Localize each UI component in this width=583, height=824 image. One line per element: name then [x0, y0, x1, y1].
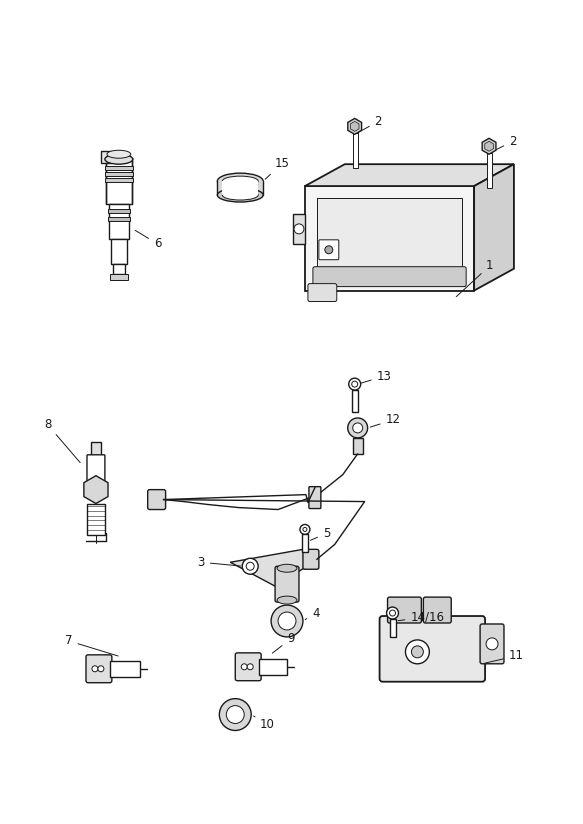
- FancyBboxPatch shape: [222, 181, 258, 195]
- Circle shape: [246, 562, 254, 570]
- FancyBboxPatch shape: [480, 624, 504, 664]
- Text: 15: 15: [265, 157, 290, 179]
- Text: 7: 7: [65, 634, 118, 656]
- Text: 12: 12: [370, 414, 401, 427]
- FancyBboxPatch shape: [309, 487, 321, 508]
- FancyBboxPatch shape: [303, 550, 319, 569]
- Circle shape: [226, 705, 244, 723]
- FancyBboxPatch shape: [108, 209, 130, 213]
- Circle shape: [349, 378, 361, 390]
- FancyBboxPatch shape: [259, 659, 287, 675]
- FancyBboxPatch shape: [110, 661, 140, 677]
- FancyBboxPatch shape: [113, 264, 125, 274]
- FancyBboxPatch shape: [109, 204, 129, 239]
- Ellipse shape: [217, 188, 263, 202]
- Polygon shape: [101, 152, 111, 163]
- FancyBboxPatch shape: [353, 133, 358, 168]
- Ellipse shape: [217, 173, 263, 189]
- Circle shape: [241, 664, 247, 670]
- FancyBboxPatch shape: [105, 166, 133, 171]
- Circle shape: [352, 382, 358, 387]
- Text: 8: 8: [44, 419, 80, 462]
- Circle shape: [278, 612, 296, 630]
- Circle shape: [325, 246, 333, 254]
- FancyBboxPatch shape: [302, 535, 308, 552]
- Circle shape: [303, 527, 307, 531]
- FancyBboxPatch shape: [106, 158, 132, 204]
- Ellipse shape: [277, 564, 297, 572]
- FancyBboxPatch shape: [111, 239, 127, 264]
- Polygon shape: [305, 186, 474, 291]
- Ellipse shape: [277, 596, 297, 604]
- Circle shape: [92, 666, 98, 672]
- FancyBboxPatch shape: [105, 178, 133, 182]
- FancyBboxPatch shape: [313, 267, 466, 287]
- FancyBboxPatch shape: [147, 489, 166, 509]
- FancyBboxPatch shape: [275, 566, 299, 602]
- Polygon shape: [350, 121, 359, 131]
- Circle shape: [294, 224, 304, 234]
- Ellipse shape: [222, 176, 258, 186]
- FancyBboxPatch shape: [317, 198, 462, 279]
- Text: 1: 1: [456, 260, 494, 297]
- Circle shape: [219, 699, 251, 730]
- Polygon shape: [348, 119, 361, 134]
- FancyBboxPatch shape: [91, 442, 101, 456]
- FancyBboxPatch shape: [87, 455, 105, 482]
- FancyBboxPatch shape: [86, 655, 112, 683]
- Text: 14/16: 14/16: [398, 611, 444, 624]
- FancyBboxPatch shape: [319, 240, 339, 260]
- Ellipse shape: [107, 150, 131, 158]
- FancyBboxPatch shape: [217, 181, 263, 195]
- Polygon shape: [482, 138, 496, 154]
- Polygon shape: [474, 164, 514, 291]
- FancyBboxPatch shape: [308, 283, 337, 302]
- Ellipse shape: [222, 190, 258, 200]
- FancyBboxPatch shape: [236, 653, 261, 681]
- FancyBboxPatch shape: [389, 619, 395, 637]
- FancyBboxPatch shape: [105, 172, 133, 176]
- Circle shape: [347, 418, 368, 438]
- Polygon shape: [230, 550, 307, 586]
- Polygon shape: [84, 475, 108, 503]
- Text: 13: 13: [360, 370, 391, 383]
- FancyBboxPatch shape: [352, 390, 358, 412]
- Polygon shape: [293, 214, 305, 244]
- Circle shape: [486, 638, 498, 650]
- Circle shape: [387, 607, 399, 619]
- FancyBboxPatch shape: [388, 597, 422, 623]
- Polygon shape: [305, 164, 514, 186]
- FancyBboxPatch shape: [108, 217, 130, 221]
- Text: 4: 4: [305, 606, 319, 620]
- Text: 6: 6: [135, 231, 161, 250]
- Circle shape: [405, 640, 429, 664]
- Circle shape: [98, 666, 104, 672]
- Circle shape: [412, 646, 423, 658]
- FancyBboxPatch shape: [110, 274, 128, 279]
- Text: 10: 10: [254, 716, 275, 731]
- Text: 9: 9: [272, 632, 294, 653]
- Text: 5: 5: [311, 527, 330, 541]
- Circle shape: [247, 664, 253, 670]
- Circle shape: [242, 559, 258, 574]
- FancyBboxPatch shape: [380, 616, 485, 681]
- Circle shape: [271, 605, 303, 637]
- Circle shape: [389, 610, 395, 616]
- FancyBboxPatch shape: [353, 438, 363, 454]
- FancyBboxPatch shape: [423, 597, 451, 623]
- FancyBboxPatch shape: [87, 503, 105, 536]
- FancyBboxPatch shape: [487, 153, 492, 188]
- Text: 3: 3: [198, 555, 240, 569]
- Circle shape: [300, 524, 310, 535]
- Circle shape: [353, 423, 363, 433]
- Text: 2: 2: [491, 135, 517, 152]
- Ellipse shape: [105, 154, 133, 164]
- Text: 11: 11: [485, 649, 524, 663]
- Polygon shape: [484, 141, 493, 152]
- Text: 2: 2: [357, 115, 382, 133]
